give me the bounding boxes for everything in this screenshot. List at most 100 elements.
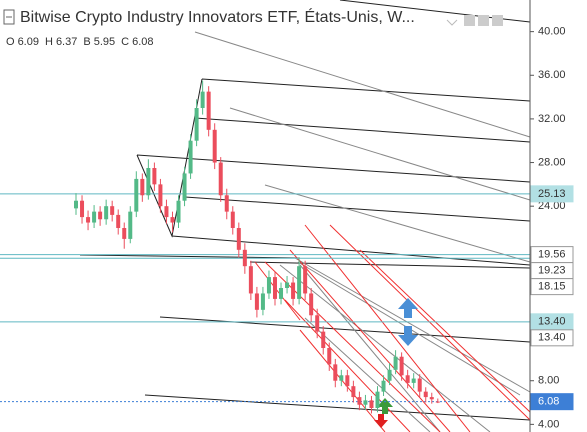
ohlc-key: H	[45, 36, 53, 48]
close-icon[interactable]	[492, 15, 503, 26]
candle-body	[393, 356, 398, 370]
candle-body	[315, 315, 320, 332]
candle-body	[254, 293, 259, 310]
candle-body	[128, 211, 133, 239]
candle-body	[266, 277, 271, 294]
candle-body	[152, 168, 157, 185]
ohlc-value: 6.08	[132, 36, 153, 48]
price-label-box	[530, 278, 574, 296]
chart-title: Bitwise Crypto Industry Innovators ETF, …	[20, 7, 415, 26]
candle-body	[212, 129, 217, 163]
candle-body	[417, 378, 422, 392]
candle-body	[423, 391, 428, 398]
candle-body	[351, 386, 356, 398]
y-tick-label: 32.00	[538, 113, 566, 125]
candle-body	[303, 266, 308, 294]
price-axis	[530, 0, 587, 432]
candle-body	[272, 277, 277, 299]
candle-body	[140, 178, 145, 196]
price-label: 19.56	[538, 249, 566, 261]
candle-body	[309, 293, 314, 316]
price-label: 19.23	[538, 265, 566, 277]
candle-body	[104, 206, 109, 220]
candle-body	[291, 282, 296, 299]
candle-body	[327, 348, 332, 365]
candle-body	[200, 91, 205, 108]
candle-body	[357, 397, 362, 405]
price-label: 13.40	[538, 332, 566, 344]
candle-body	[188, 140, 193, 174]
candle-body	[399, 356, 404, 376]
candle-body	[134, 178, 139, 212]
ohlc-key: C	[121, 36, 129, 48]
candle-body	[248, 266, 253, 294]
candle-body	[110, 206, 115, 215]
eye-icon[interactable]	[464, 15, 475, 26]
candle-body	[194, 108, 199, 141]
candle-body	[411, 378, 416, 383]
candle-body	[429, 397, 434, 400]
candle-body	[363, 400, 368, 405]
candle-body	[164, 206, 169, 218]
candle-body	[435, 401, 440, 403]
settings-icon[interactable]	[478, 15, 489, 26]
candle-body	[176, 200, 181, 223]
y-tick-label: 28.00	[538, 156, 566, 168]
header-icons	[446, 15, 503, 26]
candle-body	[92, 211, 97, 223]
arrow-down	[398, 326, 418, 346]
candle-body	[122, 228, 127, 239]
candle-body	[260, 293, 265, 310]
ohlc-value: 5.95	[94, 36, 115, 48]
collapse-icon[interactable]	[3, 9, 15, 25]
ohlc-key: B	[83, 36, 90, 48]
candle-body	[321, 331, 326, 348]
candle-body	[158, 184, 163, 207]
arrows	[374, 298, 418, 428]
candle-body	[387, 369, 392, 381]
arrow-up	[377, 398, 393, 414]
candle-body	[285, 282, 290, 288]
candle-body	[224, 195, 229, 212]
price-label: 6.08	[538, 396, 559, 408]
ohlc-value: 6.09	[18, 36, 39, 48]
y-tick-label: 8.00	[538, 375, 559, 387]
candle-body	[116, 214, 121, 228]
candle-body	[297, 266, 302, 299]
candle-body	[279, 288, 284, 299]
candle-body	[146, 168, 151, 196]
candle-body	[98, 211, 103, 220]
candle-body	[74, 200, 78, 209]
candle-body	[345, 375, 350, 387]
price-label-box	[530, 329, 574, 347]
candle-body	[230, 211, 235, 228]
ohlc-legend: O 6.09 H 6.37 B 5.95 C 6.08	[6, 36, 154, 48]
candle-body	[333, 364, 338, 381]
dropdown-icon[interactable]	[446, 19, 458, 26]
candle-body	[206, 91, 211, 130]
price-label: 25.13	[538, 188, 566, 200]
plot	[0, 80, 530, 414]
price-label: 18.15	[538, 281, 566, 293]
candle-body	[339, 375, 344, 381]
y-tick-label: 24.00	[538, 200, 566, 212]
arrow-down	[374, 414, 388, 428]
candle-body	[236, 228, 241, 250]
candle-body	[86, 217, 91, 223]
candle-body	[375, 391, 380, 408]
price-label: 13.40	[538, 316, 566, 328]
candle-body	[80, 200, 85, 218]
candle-body	[369, 400, 374, 408]
price-label-box	[530, 185, 574, 203]
y-tick-label: 4.00	[538, 418, 559, 430]
ohlc-key: O	[6, 36, 15, 48]
price-label-box	[530, 393, 574, 411]
candle-body	[182, 173, 187, 201]
y-tick-label: 36.00	[538, 69, 566, 81]
candle-body	[218, 162, 223, 196]
ohlc-value: 6.37	[56, 36, 77, 48]
candle-body	[381, 380, 386, 392]
arrow-up	[398, 298, 418, 318]
